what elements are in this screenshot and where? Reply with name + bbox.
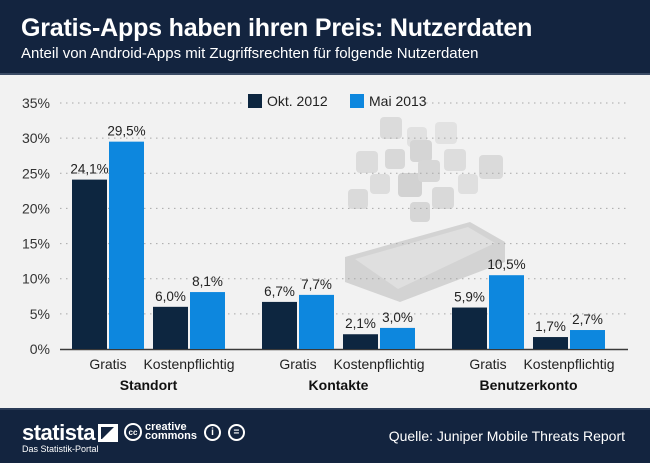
x-category-label: Gratis — [279, 356, 316, 372]
bar-okt-2012 — [153, 306, 188, 349]
gridlines — [60, 102, 628, 351]
cc-label: creative commons — [145, 421, 197, 442]
x-category-label: Kostenpflichtig — [333, 356, 424, 372]
app-icon-check — [385, 149, 405, 169]
x-category-label: Kostenpflichtig — [523, 356, 614, 372]
bar-value-label: 10,5% — [487, 257, 525, 272]
bar-mai-2013 — [489, 275, 524, 349]
app-icon-rss — [356, 151, 378, 173]
legend-swatch-mai-2013 — [350, 94, 364, 108]
y-tick-label: 10% — [22, 271, 50, 287]
bar-value-label: 6,0% — [155, 289, 186, 304]
source-note: Quelle: Juniper Mobile Threats Report — [388, 428, 625, 444]
y-tick-label: 20% — [22, 200, 50, 216]
bar-mai-2013 — [190, 292, 225, 349]
app-icon-tools — [479, 155, 503, 179]
x-group-label: Benutzerkonto — [480, 377, 578, 393]
app-icon-mail — [370, 174, 390, 194]
y-tick-label: 5% — [30, 306, 50, 322]
x-category-label: Gratis — [469, 356, 506, 372]
app-icon-percent — [458, 174, 478, 194]
chart-area: 0% 5% 10% 15% 20% 25% 30% 35% 24,1% 29,5% 6,0% 8,1… — [0, 77, 650, 408]
bar-value-label: 3,0% — [382, 310, 413, 325]
statista-tagline: Das Statistik-Portal — [22, 444, 99, 454]
x-axis-labels: Gratis Kostenpflichtig Gratis Kostenpflicht… — [89, 356, 614, 393]
app-icon-grid — [407, 127, 427, 147]
cc-label-line2: commons — [145, 430, 197, 442]
bar-mai-2013 — [380, 327, 415, 349]
bar-value-label: 7,7% — [301, 277, 332, 292]
chart-subtitle: Anteil von Android-Apps mit Zugriffsrech… — [21, 45, 479, 62]
app-icon-font — [435, 122, 457, 144]
cc-label-line1: creative — [145, 421, 187, 433]
app-icon-gear — [410, 140, 432, 162]
bar-okt-2012 — [452, 307, 487, 349]
y-tick-label: 15% — [22, 236, 50, 252]
bar-value-label: 8,1% — [192, 274, 223, 289]
statista-logo[interactable]: statista — [22, 420, 96, 445]
legend-background — [244, 91, 426, 111]
bar-value-label: 29,5% — [107, 124, 145, 139]
x-group-label: Kontakte — [309, 377, 369, 393]
bar-mai-2013 — [109, 141, 144, 349]
app-icon-lock — [348, 189, 368, 209]
tablet-screen — [355, 227, 495, 289]
statista-logo-icon — [98, 424, 118, 442]
cc-by-icon: i — [203, 423, 221, 441]
y-tick-label: 30% — [22, 130, 50, 146]
bar-value-label: 1,7% — [535, 319, 566, 334]
bar-value-label: 24,1% — [70, 162, 108, 177]
y-axis-ticks: 0% 5% 10% 15% 20% 25% 30% 35% — [22, 95, 50, 357]
bar-mai-2013 — [570, 330, 605, 349]
bar-okt-2012 — [343, 334, 378, 349]
apps-tablet-illustration — [345, 117, 505, 302]
bar-okt-2012 — [262, 301, 297, 349]
x-group-label: Standort — [120, 377, 178, 393]
app-icon-globe — [398, 173, 422, 197]
bar-value-label: 6,7% — [264, 284, 295, 299]
bar-value-label: 2,1% — [345, 316, 376, 331]
app-icon-cart — [432, 187, 454, 209]
bar-okt-2012 — [533, 337, 568, 349]
bar-chart: 0% 5% 10% 15% 20% 25% 30% 35% 24,1% 29,5% 6,0% 8,1… — [22, 91, 628, 393]
app-icon-info — [380, 117, 402, 139]
x-category-label: Kostenpflichtig — [143, 356, 234, 372]
app-icon-lock-open — [444, 149, 466, 171]
cc-icon: cc — [124, 423, 142, 441]
cc-nd-icon: = — [227, 423, 245, 441]
bar-okt-2012 — [72, 179, 107, 349]
app-icon-music — [410, 202, 430, 222]
bar-value-label: 5,9% — [454, 290, 485, 305]
legend-swatch-okt-2012 — [248, 94, 262, 108]
y-tick-label: 25% — [22, 165, 50, 181]
creative-commons-badge[interactable]: cc creative commons i = — [124, 421, 245, 442]
bar-value-label: 2,7% — [572, 312, 603, 327]
tablet-shape — [345, 222, 505, 302]
legend: Okt. 2012 Mai 2013 — [244, 91, 427, 111]
chart-title: Gratis-Apps haben ihren Preis: Nutzerdat… — [21, 14, 533, 42]
bar-mai-2013 — [299, 294, 334, 349]
y-tick-label: 35% — [22, 95, 50, 111]
x-category-label: Gratis — [89, 356, 126, 372]
legend-label: Okt. 2012 — [267, 93, 328, 109]
footer: statista Das Statistik-Portal cc creativ… — [0, 408, 650, 463]
bars: 24,1% 29,5% 6,0% 8,1% 6,7% 7,7% 2,1% 3,0% 5,9% 10… — [70, 124, 605, 349]
app-icon-chat — [418, 160, 440, 182]
legend-label: Mai 2013 — [369, 93, 427, 109]
header: Gratis-Apps haben ihren Preis: Nutzerdat… — [0, 0, 650, 75]
y-tick-label: 0% — [30, 341, 50, 357]
